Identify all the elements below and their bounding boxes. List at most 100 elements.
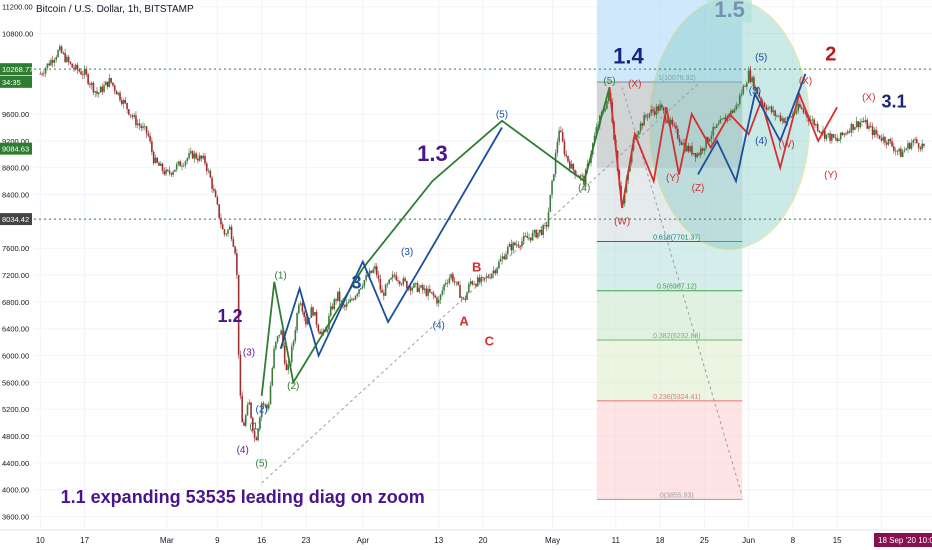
candle-body [156, 157, 158, 163]
candle-body [381, 289, 383, 293]
candle-body [190, 151, 192, 154]
wave-line [260, 86, 611, 396]
candle-body [379, 278, 382, 290]
candle-body [395, 275, 398, 281]
wave-label: (W) [778, 140, 794, 151]
candle-body [462, 297, 465, 299]
price-tick-label: 4000.00 [2, 486, 29, 495]
candle-body [168, 170, 171, 173]
candle-body [105, 81, 107, 86]
time-axis[interactable]: 1017Mar91623Apr1320May111825Jun8152218 S… [0, 529, 932, 550]
candle-body [579, 175, 582, 178]
candle-body [278, 334, 281, 336]
candle-body [675, 125, 677, 129]
candle-body [188, 153, 190, 159]
candle-body [811, 119, 814, 121]
candle-body [733, 109, 736, 113]
price-tick-label: 9200.00 [2, 137, 29, 146]
wave-label: A [459, 313, 469, 328]
candle-body [818, 130, 821, 133]
candle-body [912, 140, 915, 143]
candle-body [82, 74, 84, 76]
candle-body [659, 104, 661, 111]
candle-body [540, 229, 543, 235]
candle-body [73, 67, 75, 69]
candle-body [657, 106, 660, 111]
candle-body [735, 105, 738, 110]
candle-body [903, 150, 906, 152]
candle-body [234, 246, 236, 254]
wave-label: (1) [249, 421, 261, 432]
candle-body [361, 285, 364, 289]
fib-zone [596, 290, 743, 340]
candle-body [244, 415, 247, 426]
price-tag-label: 10268.77 [2, 65, 33, 74]
candle-body [827, 133, 830, 135]
candle-body [241, 395, 243, 423]
candle-body [50, 60, 52, 66]
candle-body [910, 142, 913, 149]
candle-body [894, 150, 897, 152]
time-tick-label: 20 [479, 536, 488, 545]
candle-body [89, 83, 91, 85]
candle-body [754, 87, 757, 90]
candle-body [174, 169, 176, 172]
candle-body [418, 287, 421, 292]
price-tick-label: 8400.00 [2, 191, 29, 200]
candle-body [846, 131, 849, 134]
price-tag-label: 34:35 [2, 78, 21, 87]
candle-body [434, 295, 436, 298]
candle-body [103, 85, 105, 92]
candle-body [769, 106, 771, 108]
candle-body [901, 151, 904, 157]
candle-body [877, 134, 879, 136]
candle-body [267, 404, 270, 409]
label-box [707, 0, 753, 23]
candle-body [344, 305, 346, 307]
candle-body [427, 288, 429, 296]
elliott-wave-lines[interactable] [260, 73, 838, 396]
candle-body [57, 50, 59, 57]
candle-body [200, 155, 203, 159]
candle-body [641, 123, 644, 126]
candle-body [742, 86, 745, 94]
fibonacci-retracement[interactable]: 1(10076.92) 0.618(7701.37) 0.5(6967.12) 0.3… [34, 0, 932, 500]
candle-body [322, 329, 325, 332]
candle-body [652, 109, 654, 112]
candle-body [299, 303, 302, 305]
candle-body [489, 277, 491, 279]
candle-body [181, 165, 183, 167]
wave-label: 1.1 expanding 53535 leading diag on zoom [61, 487, 425, 507]
candle-body [515, 244, 518, 246]
candle-body [329, 306, 332, 316]
candle-body [406, 281, 408, 289]
price-tag-label: 8034.42 [2, 215, 29, 224]
candle-body [471, 281, 474, 285]
candle-body [253, 430, 256, 438]
candle-body [310, 307, 313, 318]
candle-body [542, 225, 545, 235]
candle-body [751, 77, 753, 83]
candle-body [439, 294, 442, 300]
time-tick-label: 9 [215, 536, 220, 545]
time-tick-label: Mar [160, 536, 174, 545]
candle-body [547, 211, 550, 227]
candle-body [717, 123, 720, 125]
candle-body [510, 243, 513, 251]
candle-body [494, 270, 497, 274]
candle-body [845, 133, 847, 135]
time-tick-label: 16 [257, 536, 266, 545]
candle-body [868, 125, 870, 129]
candle-body [179, 161, 182, 167]
candle-body [248, 402, 251, 405]
price-axis[interactable]: 11200.00 10800.00 9600.00 9200.00 8800.00 840… [0, 0, 34, 550]
candle-body [772, 110, 775, 113]
candle-body [653, 111, 656, 115]
candle-body [409, 286, 412, 291]
candle-body [388, 279, 390, 284]
candle-body [87, 74, 89, 84]
candle-body [655, 106, 658, 115]
candle-body [106, 81, 109, 87]
candle-body [276, 335, 279, 342]
